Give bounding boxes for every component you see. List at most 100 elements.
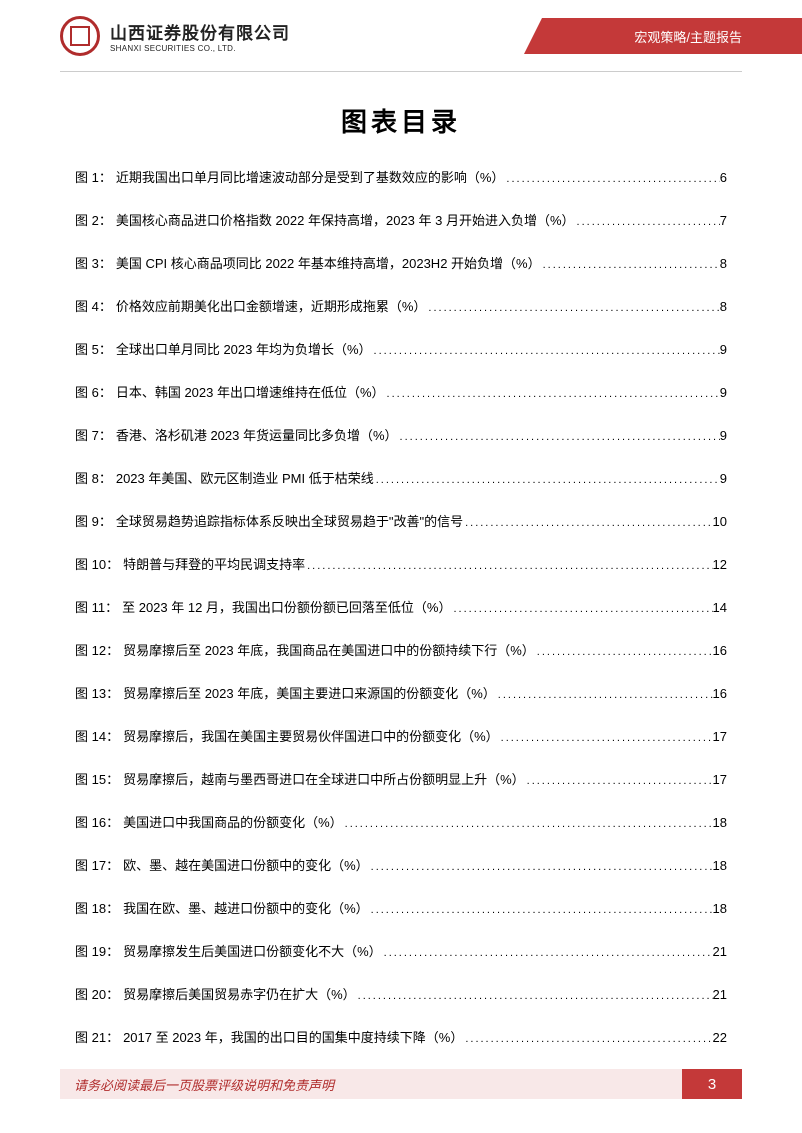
- toc-item: 图 8：2023 年美国、欧元区制造业 PMI 低于枯荣线...........…: [75, 468, 727, 487]
- toc-item: 图 5：全球出口单月同比 2023 年均为负增长（%）.............…: [75, 339, 727, 358]
- toc-item: 图 6：日本、韩国 2023 年出口增速维持在低位（%）............…: [75, 382, 727, 401]
- toc-item: 图 18：我国在欧、墨、越进口份额中的变化（%）................…: [75, 898, 727, 917]
- toc-label: 图 8：: [75, 468, 112, 487]
- toc-item: 图 1：近期我国出口单月同比增速波动部分是受到了基数效应的影响（%）......…: [75, 167, 727, 186]
- toc-item: 图 12：贸易摩擦后至 2023 年底，我国商品在美国进口中的份额持续下行（%）…: [75, 640, 727, 659]
- toc-page-number: 16: [713, 643, 727, 658]
- company-logo-block: 山西证券股份有限公司 SHANXI SECURITIES CO., LTD.: [0, 16, 290, 56]
- toc-description: 2017 至 2023 年，我国的出口目的国集中度持续下降（%）: [123, 1027, 463, 1046]
- toc-description: 价格效应前期美化出口金额增速，近期形成拖累（%）: [116, 296, 427, 315]
- toc-description: 特朗普与拜登的平均民调支持率: [123, 554, 305, 573]
- toc-leader-dots: ........................................…: [356, 990, 713, 1002]
- toc-item: 图 4：价格效应前期美化出口金额增速，近期形成拖累（%）............…: [75, 296, 727, 315]
- toc-page-number: 14: [713, 600, 727, 615]
- toc-leader-dots: ........................................…: [575, 216, 720, 228]
- toc-description: 贸易摩擦后至 2023 年底，美国主要进口来源国的份额变化（%）: [123, 683, 496, 702]
- company-name-en: SHANXI SECURITIES CO., LTD.: [110, 44, 290, 53]
- toc-leader-dots: ........................................…: [369, 861, 713, 873]
- toc-item: 图 17：欧、墨、越在美国进口份额中的变化（%）................…: [75, 855, 727, 874]
- toc-item: 图 19：贸易摩擦发生后美国进口份额变化不大（%）...............…: [75, 941, 727, 960]
- toc-item: 图 7：香港、洛杉矶港 2023 年货运量同比多负增（%）...........…: [75, 425, 727, 444]
- toc-page-number: 18: [713, 858, 727, 873]
- toc-description: 美国核心商品进口价格指数 2022 年保持高增，2023 年 3 月开始进入负增…: [116, 210, 575, 229]
- company-name-cn: 山西证券股份有限公司: [110, 19, 290, 44]
- toc-label: 图 18：: [75, 898, 119, 917]
- toc-label: 图 19：: [75, 941, 119, 960]
- toc-label: 图 4：: [75, 296, 112, 315]
- toc-label: 图 1：: [75, 167, 112, 186]
- company-name-block: 山西证券股份有限公司 SHANXI SECURITIES CO., LTD.: [110, 19, 290, 53]
- toc-description: 欧、墨、越在美国进口份额中的变化（%）: [123, 855, 369, 874]
- toc-label: 图 11：: [75, 597, 118, 616]
- toc-leader-dots: ........................................…: [374, 474, 720, 486]
- toc-list: 图 1：近期我国出口单月同比增速波动部分是受到了基数效应的影响（%）......…: [75, 167, 727, 1046]
- toc-page-number: 6: [720, 170, 727, 185]
- toc-description: 我国在欧、墨、越进口份额中的变化（%）: [123, 898, 369, 917]
- toc-page-number: 9: [720, 471, 727, 486]
- toc-item: 图 13：贸易摩擦后至 2023 年底，美国主要进口来源国的份额变化（%）...…: [75, 683, 727, 702]
- toc-label: 图 3：: [75, 253, 112, 272]
- toc-label: 图 20：: [75, 984, 119, 1003]
- toc-page-number: 9: [720, 385, 727, 400]
- toc-leader-dots: ........................................…: [343, 818, 713, 830]
- toc-description: 美国 CPI 核心商品项同比 2022 年基本维持高增，2023H2 开始负增（…: [116, 253, 541, 272]
- toc-leader-dots: ........................................…: [496, 689, 713, 701]
- toc-page-number: 10: [713, 514, 727, 529]
- toc-item: 图 3：美国 CPI 核心商品项同比 2022 年基本维持高增，2023H2 开…: [75, 253, 727, 272]
- toc-label: 图 5：: [75, 339, 112, 358]
- toc-page-number: 9: [720, 428, 727, 443]
- toc-page-number: 22: [713, 1030, 727, 1045]
- toc-description: 全球出口单月同比 2023 年均为负增长（%）: [116, 339, 372, 358]
- page-header: 山西证券股份有限公司 SHANXI SECURITIES CO., LTD. 宏…: [0, 0, 802, 72]
- toc-page-number: 8: [720, 299, 727, 314]
- toc-leader-dots: ........................................…: [382, 947, 713, 959]
- toc-leader-dots: ........................................…: [499, 732, 713, 744]
- toc-description: 贸易摩擦后，我国在美国主要贸易伙伴国进口中的份额变化（%）: [123, 726, 499, 745]
- toc-item: 图 15：贸易摩擦后，越南与墨西哥进口在全球进口中所占份额明显上升（%）....…: [75, 769, 727, 788]
- toc-page-number: 18: [713, 901, 727, 916]
- toc-item: 图 16：美国进口中我国商品的份额变化（%）..................…: [75, 812, 727, 831]
- toc-leader-dots: ........................................…: [426, 302, 719, 314]
- toc-page-number: 16: [713, 686, 727, 701]
- footer-disclaimer-bar: 请务必阅读最后一页股票评级说明和免责声明: [60, 1069, 682, 1099]
- footer-disclaimer: 请务必阅读最后一页股票评级说明和免责声明: [74, 1075, 334, 1094]
- toc-label: 图 21：: [75, 1027, 119, 1046]
- page-number: 3: [682, 1069, 742, 1099]
- toc-description: 贸易摩擦后，越南与墨西哥进口在全球进口中所占份额明显上升（%）: [123, 769, 525, 788]
- toc-item: 图 2：美国核心商品进口价格指数 2022 年保持高增，2023 年 3 月开始…: [75, 210, 727, 229]
- toc-description: 贸易摩擦发生后美国进口份额变化不大（%）: [123, 941, 382, 960]
- toc-label: 图 14：: [75, 726, 119, 745]
- category-banner: 宏观策略/主题报告: [542, 18, 802, 54]
- page-content: 图表目录 图 1：近期我国出口单月同比增速波动部分是受到了基数效应的影响（%）.…: [0, 72, 802, 1046]
- toc-page-number: 21: [713, 944, 727, 959]
- toc-label: 图 13：: [75, 683, 119, 702]
- toc-label: 图 17：: [75, 855, 119, 874]
- toc-page-number: 7: [720, 213, 727, 228]
- toc-page-number: 8: [720, 256, 727, 271]
- toc-leader-dots: ........................................…: [385, 388, 720, 400]
- page-footer: 请务必阅读最后一页股票评级说明和免责声明 3: [0, 1069, 802, 1099]
- toc-label: 图 9：: [75, 511, 112, 530]
- toc-description: 全球贸易趋势追踪指标体系反映出全球贸易趋于"改善"的信号: [116, 511, 463, 530]
- toc-description: 贸易摩擦后美国贸易赤字仍在扩大（%）: [123, 984, 356, 1003]
- toc-item: 图 21：2017 至 2023 年，我国的出口目的国集中度持续下降（%）...…: [75, 1027, 727, 1046]
- company-logo-icon: [60, 16, 100, 56]
- toc-leader-dots: ........................................…: [452, 603, 713, 615]
- toc-page-number: 18: [713, 815, 727, 830]
- toc-leader-dots: ........................................…: [463, 517, 712, 529]
- toc-page-number: 9: [720, 342, 727, 357]
- toc-description: 美国进口中我国商品的份额变化（%）: [123, 812, 343, 831]
- toc-label: 图 2：: [75, 210, 112, 229]
- toc-page-number: 17: [713, 729, 727, 744]
- toc-item: 图 9：全球贸易趋势追踪指标体系反映出全球贸易趋于"改善"的信号........…: [75, 511, 727, 530]
- toc-leader-dots: ........................................…: [463, 1033, 712, 1045]
- toc-label: 图 10：: [75, 554, 119, 573]
- toc-item: 图 14：贸易摩擦后，我国在美国主要贸易伙伴国进口中的份额变化（%）......…: [75, 726, 727, 745]
- toc-leader-dots: ........................................…: [535, 646, 713, 658]
- toc-leader-dots: ........................................…: [504, 173, 719, 185]
- page-title: 图表目录: [75, 102, 727, 139]
- toc-label: 图 16：: [75, 812, 119, 831]
- toc-item: 图 10：特朗普与拜登的平均民调支持率.....................…: [75, 554, 727, 573]
- toc-description: 香港、洛杉矶港 2023 年货运量同比多负增（%）: [116, 425, 398, 444]
- toc-label: 图 15：: [75, 769, 119, 788]
